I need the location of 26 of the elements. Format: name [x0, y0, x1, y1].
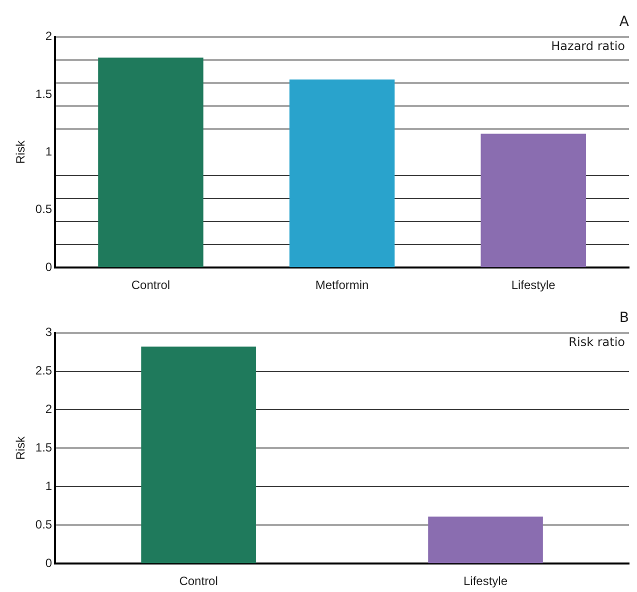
- y-axis-title: Risk: [14, 140, 28, 164]
- y-tick-label: 1: [45, 144, 52, 159]
- y-tick-label: 0.5: [35, 202, 52, 216]
- x-tick-label: Lifestyle: [511, 278, 556, 292]
- bar: [289, 80, 395, 268]
- y-tick-label: 1.5: [35, 86, 52, 101]
- x-tick-label: Control: [131, 278, 170, 292]
- x-tick-label: Metformin: [315, 278, 369, 292]
- y-tick-label: 0: [45, 556, 52, 570]
- chart-title: A: [619, 14, 630, 30]
- x-tick-label: Lifestyle: [464, 574, 508, 588]
- y-tick-label: 0.5: [35, 517, 52, 532]
- y-tick-label: 2: [45, 402, 52, 416]
- y-tick-label: 1.5: [35, 440, 52, 455]
- y-axis-title: Risk: [14, 436, 28, 460]
- x-tick-label: Control: [179, 574, 218, 588]
- y-tick-label: 1: [45, 478, 52, 493]
- bar: [480, 134, 586, 268]
- annotation: Risk ratio: [568, 334, 625, 349]
- bar: [98, 58, 204, 268]
- y-tick-label: 3: [45, 325, 52, 340]
- y-tick-label: 2: [45, 29, 52, 44]
- chart-title: B: [619, 310, 629, 326]
- y-tick-label: 2.5: [35, 364, 52, 378]
- y-tick-label: 0: [45, 260, 52, 274]
- annotation: Hazard ratio: [551, 38, 625, 53]
